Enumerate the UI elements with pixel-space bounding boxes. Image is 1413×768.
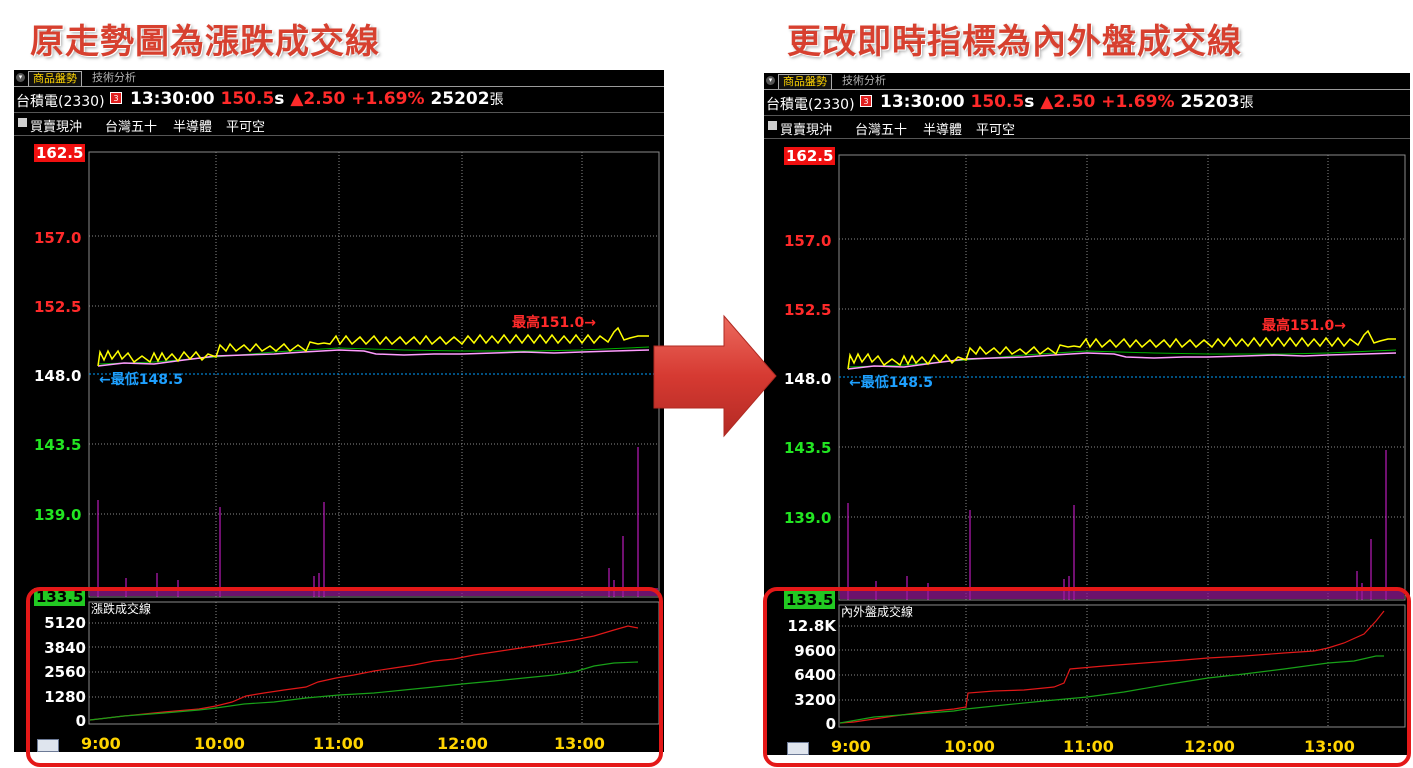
price-axis-139: 139.0 [34, 506, 82, 524]
price-axis-139: 139.0 [784, 509, 832, 527]
quote-change: ▲2.50 [290, 89, 346, 109]
quote-volume-unit: 張 [1239, 95, 1254, 111]
tag-taiwan50[interactable]: 台灣五十 [105, 120, 158, 135]
tag-day-trade[interactable]: 買賣現沖 [780, 123, 833, 138]
price-axis-152: 152.5 [784, 301, 832, 319]
intraday-price-chart [838, 154, 1406, 728]
tab-technical-analysis[interactable]: 技術分析 [92, 71, 136, 84]
time-axis-9: 9:00 [81, 734, 121, 752]
price-axis-143: 143.5 [784, 439, 832, 457]
quote-volume: 25203 [1180, 92, 1240, 112]
tag-semiconductor[interactable]: 半導體 [923, 123, 963, 138]
indicator-axis-top: 12.8K [787, 617, 836, 635]
indicator-axis-3: 2560 [44, 663, 86, 681]
tab-technical-analysis[interactable]: 技術分析 [842, 74, 886, 87]
chart-settings-icon[interactable] [37, 739, 59, 752]
left-indicator-highlight [26, 587, 663, 767]
time-axis-13: 13:00 [554, 734, 605, 752]
indicator-axis-4: 3200 [794, 691, 836, 709]
price-axis-157: 157.0 [34, 229, 82, 247]
tab-menu-icon[interactable]: ▾ [16, 73, 25, 82]
price-axis-min: 133.5 [784, 591, 836, 609]
time-axis-11: 11:00 [313, 734, 364, 752]
price-axis-ref: 148.0 [784, 370, 832, 388]
time-axis-9: 9:00 [831, 737, 871, 755]
price-axis-152: 152.5 [34, 298, 82, 316]
time-axis-12: 12:00 [437, 734, 488, 752]
tag-taiwan50[interactable]: 台灣五十 [855, 123, 908, 138]
tab-product-trend[interactable]: 商品盤勢 [778, 74, 832, 89]
right-chart-panel: ▾ 商品盤勢 技術分析 台積電(2330) 3 13:30:00 150.5s … [764, 73, 1410, 755]
alert-badge[interactable]: 3 [860, 95, 872, 107]
quote-percent: +1.69% [1101, 92, 1175, 112]
price-axis-max: 162.5 [34, 144, 86, 162]
time-axis-10: 10:00 [194, 734, 245, 752]
right-indicator-highlight [763, 587, 1411, 767]
time-axis-13: 13:00 [1304, 737, 1355, 755]
quote-volume-unit: 張 [489, 92, 504, 108]
category-tags: 買賣現沖 台灣五十 半導體 平可空 [14, 112, 664, 136]
price-axis-ref: 148.0 [34, 367, 82, 385]
time-axis-11: 11:00 [1063, 737, 1114, 755]
high-price-note: 最高151.0→ [512, 315, 597, 331]
quote-time: 13:30:00 [880, 92, 965, 112]
indicator-axis-top: 5120 [44, 614, 86, 632]
indicator-axis-3: 6400 [794, 666, 836, 684]
indicator-title[interactable]: 內外盤成交線 [841, 605, 914, 619]
quote-bar: 台積電(2330) 3 13:30:00 150.5s ▲2.50 +1.69%… [764, 90, 1410, 114]
indicator-axis-zero: 0 [825, 715, 836, 733]
price-axis-143: 143.5 [34, 436, 82, 454]
low-price-note: ←最低148.5 [849, 375, 934, 391]
intraday-price-chart [88, 151, 660, 725]
tab-bar: ▾ 商品盤勢 技術分析 [14, 70, 664, 87]
quote-time: 13:30:00 [130, 89, 215, 109]
tab-product-trend[interactable]: 商品盤勢 [28, 71, 82, 86]
quote-values: 13:30:00 150.5s ▲2.50 +1.69% 25203張 [880, 92, 1254, 112]
indicator-title[interactable]: 漲跌成交線 [91, 602, 152, 616]
tag-short-sell[interactable]: 平可空 [976, 123, 1016, 138]
quote-price-suffix: s [274, 89, 285, 109]
left-chart-panel: ▾ 商品盤勢 技術分析 台積電(2330) 3 13:30:00 150.5s … [14, 70, 664, 752]
quote-values: 13:30:00 150.5s ▲2.50 +1.69% 25202張 [130, 89, 504, 109]
checkbox-icon[interactable] [768, 121, 777, 130]
tab-bar: ▾ 商品盤勢 技術分析 [764, 73, 1410, 90]
price-axis-157: 157.0 [784, 232, 832, 250]
indicator-axis-2: 9600 [794, 642, 836, 660]
tag-short-sell[interactable]: 平可空 [226, 120, 266, 135]
tag-semiconductor[interactable]: 半導體 [173, 120, 213, 135]
price-axis-max: 162.5 [784, 147, 836, 165]
indicator-axis-2: 3840 [44, 639, 86, 657]
left-heading: 原走勢圖為漲跌成交線 [30, 22, 380, 62]
stock-name[interactable]: 台積電(2330) [766, 97, 855, 113]
quote-change: ▲2.50 [1040, 92, 1096, 112]
alert-badge[interactable]: 3 [110, 92, 122, 104]
indicator-axis-zero: 0 [75, 712, 86, 730]
low-price-note: ←最低148.5 [99, 372, 184, 388]
quote-price-suffix: s [1024, 92, 1035, 112]
quote-price: 150.5 [970, 92, 1025, 112]
tab-menu-icon[interactable]: ▾ [766, 76, 775, 85]
chart-settings-icon[interactable] [787, 742, 809, 755]
high-price-note: 最高151.0→ [1262, 318, 1347, 334]
quote-volume: 25202 [430, 89, 490, 109]
checkbox-icon[interactable] [18, 118, 27, 127]
time-axis-12: 12:00 [1184, 737, 1235, 755]
volume-bars [847, 450, 1387, 600]
quote-percent: +1.69% [351, 89, 425, 109]
quote-price: 150.5 [220, 89, 275, 109]
stock-name[interactable]: 台積電(2330) [16, 94, 105, 110]
price-axis-min: 133.5 [34, 588, 86, 606]
tag-day-trade[interactable]: 買賣現沖 [30, 120, 83, 135]
right-heading: 更改即時指標為內外盤成交線 [787, 22, 1242, 62]
transition-arrow-icon [653, 314, 777, 438]
volume-bars [97, 447, 639, 597]
time-axis-10: 10:00 [944, 737, 995, 755]
indicator-axis-4: 1280 [44, 688, 86, 706]
category-tags: 買賣現沖 台灣五十 半導體 平可空 [764, 115, 1410, 139]
quote-bar: 台積電(2330) 3 13:30:00 150.5s ▲2.50 +1.69%… [14, 87, 664, 111]
